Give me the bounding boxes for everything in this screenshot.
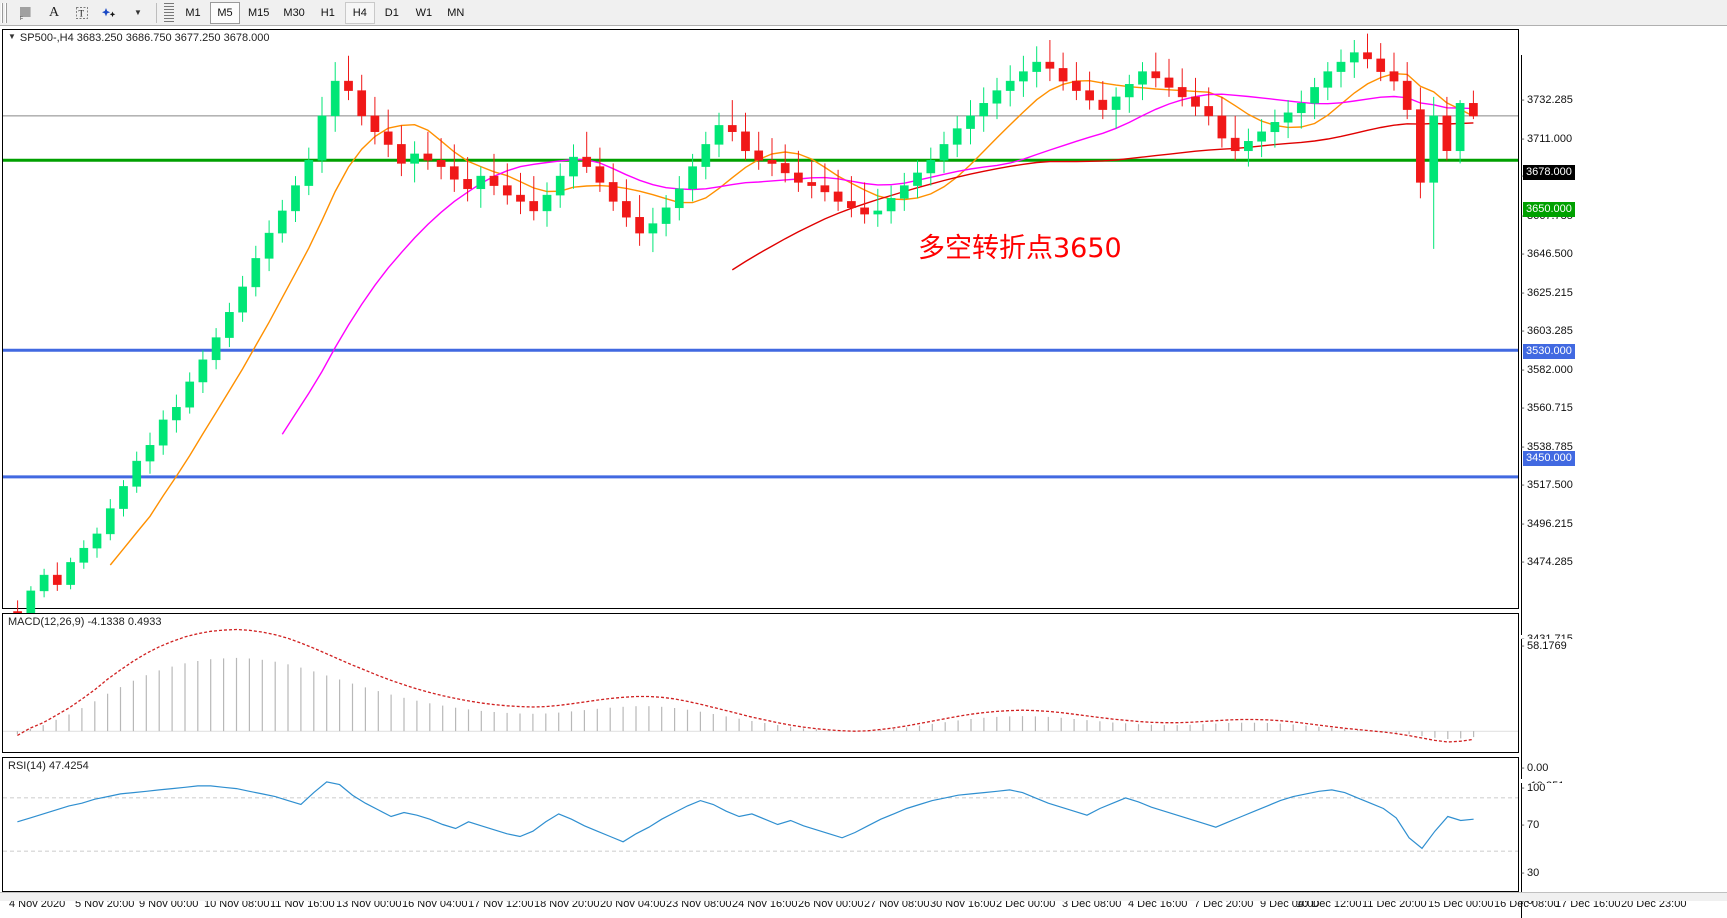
macd-indicator-panel[interactable]: MACD(12,26,9) -4.1338 0.4933	[2, 613, 1519, 753]
macd-scale[interactable]: -58.1769-0.00--10.351	[1521, 639, 1727, 779]
timeframe-button-h1[interactable]: H1	[313, 2, 343, 24]
price-scale-tick: -3603.285	[1521, 325, 1573, 337]
chart-annotation-text: 多空转折点3650	[918, 226, 1122, 265]
blue-level-tag-3450[interactable]: 3450.000	[1523, 451, 1575, 466]
price-scale-tick: -3496.215	[1521, 518, 1573, 530]
chart-area[interactable]: ▼ SP500-,H4 3683.250 3686.750 3677.250 36…	[0, 26, 1727, 901]
timeframe-button-w1[interactable]: W1	[409, 2, 439, 24]
macd-scale-axis	[1521, 639, 1522, 779]
green-level-tag[interactable]: 3650.000	[1523, 202, 1575, 217]
svg-text:F: F	[20, 16, 23, 20]
rsi-scale-tick: -70	[1521, 819, 1539, 831]
symbol-ohlc-text: SP500-,H4 3683.250 3686.750 3677.250 367…	[20, 32, 270, 44]
rsi-indicator-panel[interactable]: RSI(14) 47.4254	[2, 757, 1519, 892]
symbol-info-label: ▼ SP500-,H4 3683.250 3686.750 3677.250 36…	[8, 32, 269, 44]
price-scale-tick: -3625.215	[1521, 287, 1573, 299]
price-scale-tick: -3711.000	[1521, 133, 1572, 145]
price-scale-tick: -3560.715	[1521, 402, 1573, 414]
price-chart-panel[interactable]: ▼ SP500-,H4 3683.250 3686.750 3677.250 36…	[2, 29, 1519, 609]
timeframe-button-mn[interactable]: MN	[441, 2, 471, 24]
text-box-icon[interactable]: T	[69, 2, 95, 24]
timeframe-button-d1[interactable]: D1	[377, 2, 407, 24]
rsi-scale-tick: -30	[1521, 867, 1539, 879]
macd-chart-canvas	[3, 614, 1518, 752]
price-scale-tick: -3582.000	[1521, 364, 1573, 376]
timeframe-grip-handle[interactable]	[164, 3, 174, 23]
price-scale-tick: -3646.500	[1521, 248, 1573, 260]
timeframe-button-m5[interactable]: M5	[210, 2, 240, 24]
price-scale-tick: -3732.285	[1521, 94, 1573, 106]
timeframe-button-h4[interactable]: H4	[345, 2, 375, 24]
toolbar-drag-handle[interactable]	[1, 3, 10, 23]
objects-icon[interactable]	[97, 2, 123, 24]
price-scale-tick: -3517.500	[1521, 479, 1573, 491]
dropdown-arrow-icon[interactable]: ▼	[125, 2, 151, 24]
price-chart-canvas	[3, 30, 1518, 608]
collapse-arrow-icon[interactable]: ▼	[8, 32, 16, 41]
toolbar-separator	[156, 3, 157, 23]
rsi-label: RSI(14) 47.4254	[8, 760, 89, 772]
current-price-tag[interactable]: 3678.000	[1523, 165, 1575, 180]
price-scale-tick: -3474.285	[1521, 556, 1573, 568]
macd-scale-tick: -58.1769	[1521, 640, 1567, 652]
timeframe-button-m30[interactable]: M30	[277, 2, 310, 24]
price-scale[interactable]: -3732.285-3711.000-3689.715-3667.785-364…	[1521, 55, 1727, 635]
timeframe-button-m1[interactable]: M1	[178, 2, 208, 24]
status-bar	[0, 892, 1727, 901]
blue-level-tag-3530[interactable]: 3530.000	[1523, 344, 1575, 359]
rsi-chart-canvas	[3, 758, 1518, 891]
macd-label: MACD(12,26,9) -4.1338 0.4933	[8, 616, 161, 628]
text-label-icon[interactable]: A	[41, 2, 67, 24]
crosshair-grid-icon[interactable]: F	[13, 2, 39, 24]
svg-text:T: T	[79, 8, 85, 18]
timeframe-button-m15[interactable]: M15	[242, 2, 275, 24]
rsi-scale-tick: -100	[1521, 782, 1545, 794]
macd-scale-tick: -0.00	[1521, 762, 1548, 774]
